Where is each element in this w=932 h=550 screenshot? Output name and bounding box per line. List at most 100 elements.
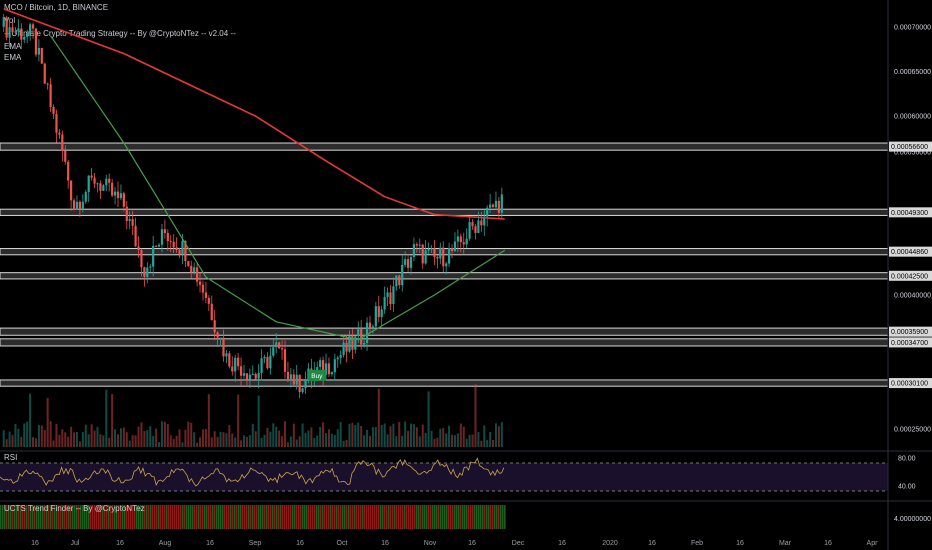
- trend-bar: [456, 505, 458, 529]
- trend-bar: [192, 505, 194, 529]
- volume-bar: [430, 430, 433, 447]
- trend-bar: [372, 505, 374, 529]
- trend-bar: [250, 505, 252, 529]
- volume-bar: [497, 426, 500, 447]
- volume-bar: [26, 421, 29, 447]
- candle: [2, 17, 5, 27]
- trend-bar: [128, 505, 130, 529]
- volume-bar: [14, 423, 17, 447]
- trend-bar: [378, 505, 380, 529]
- trend-bar: [348, 505, 350, 529]
- trend-bar: [398, 505, 400, 529]
- trend-bar: [70, 505, 72, 529]
- volume-bar: [17, 428, 20, 447]
- volume-bar: [368, 435, 371, 447]
- candle: [289, 374, 292, 380]
- rsi-legend[interactable]: RSI: [4, 453, 18, 462]
- trend-bar: [224, 505, 226, 529]
- candle: [61, 134, 64, 151]
- candle: [319, 360, 322, 368]
- candle: [178, 250, 181, 255]
- trend-bar: [198, 505, 200, 529]
- trend-bar: [390, 505, 392, 529]
- volume-bar: [301, 423, 304, 447]
- trend-bar: [336, 505, 338, 529]
- trend-bar: [428, 505, 430, 529]
- ema-slow-legend[interactable]: EMA: [4, 42, 22, 51]
- candle: [163, 229, 166, 234]
- trend-bar: [278, 505, 280, 529]
- trend-bar: [190, 505, 192, 529]
- trend-bar: [8, 505, 10, 529]
- trend-bar: [122, 505, 124, 529]
- trend-bar: [146, 505, 148, 529]
- volume-bar: [474, 384, 477, 447]
- trend-bar: [312, 505, 314, 529]
- volume-bar: [483, 425, 486, 447]
- volume-bar: [489, 431, 492, 447]
- candle: [78, 201, 82, 210]
- candle: [225, 353, 228, 357]
- trend-bar: [288, 505, 290, 529]
- time-tick-label: Apr: [867, 540, 879, 547]
- volume-bar: [61, 429, 64, 447]
- candle: [462, 242, 465, 245]
- ema-fast-legend[interactable]: EMA: [4, 53, 22, 62]
- time-tick-label: Feb: [691, 540, 703, 547]
- trend-bar: [150, 505, 152, 529]
- trend-bar: [404, 505, 406, 529]
- trend-bar: [186, 505, 188, 529]
- strategy-legend[interactable]: -- Ultimate Crypto Trading Strategy -- B…: [4, 29, 236, 38]
- trend-bar: [90, 505, 92, 529]
- trend-bar: [40, 505, 42, 529]
- trend-bar: [66, 505, 68, 529]
- trend-bar: [104, 505, 106, 529]
- candle: [14, 31, 17, 33]
- candle: [295, 374, 298, 385]
- volume-bar: [480, 440, 483, 447]
- trend-bar: [176, 505, 178, 529]
- volume-bar: [58, 435, 61, 447]
- volume-bar: [216, 436, 219, 447]
- volume-bar: [84, 424, 87, 447]
- candle: [371, 326, 375, 329]
- trend-bar: [216, 505, 218, 529]
- volume-bar: [201, 429, 204, 447]
- level-zone: [0, 272, 889, 280]
- trend-bar: [148, 505, 150, 529]
- candle: [131, 219, 134, 226]
- trend-bar: [300, 505, 302, 529]
- trend-finder-legend[interactable]: UCTS Trend Finder -- By @CryptoNTez: [4, 504, 145, 513]
- volume-bar: [11, 434, 14, 447]
- volume-bar: [348, 423, 351, 447]
- trend-bar: [228, 505, 230, 529]
- time-tick-label: 16: [296, 540, 304, 547]
- candle: [169, 241, 172, 243]
- trend-bar: [92, 505, 94, 529]
- volume-bar: [418, 436, 421, 447]
- candle: [75, 201, 79, 210]
- trend-bar: [206, 505, 208, 529]
- volume-bar: [439, 428, 442, 447]
- volume-bar: [213, 431, 216, 447]
- volume-bar: [245, 436, 248, 447]
- candle: [360, 329, 363, 345]
- trend-bar: [246, 505, 248, 529]
- volume-bar: [415, 427, 418, 447]
- trend-bar: [6, 505, 8, 529]
- trend-bar: [220, 505, 222, 529]
- level-zone: [0, 327, 889, 336]
- level-label: 0.00056600: [891, 144, 928, 151]
- volume-bar: [374, 427, 377, 447]
- volume-bar: [442, 428, 445, 447]
- candle: [275, 342, 278, 348]
- candle: [374, 306, 377, 327]
- candle: [198, 281, 202, 285]
- volume-bar: [459, 423, 462, 447]
- candle: [237, 357, 240, 367]
- trend-bar: [240, 505, 242, 529]
- trend-bar: [396, 505, 398, 529]
- trend-bar: [180, 505, 182, 529]
- volume-bar: [468, 434, 471, 447]
